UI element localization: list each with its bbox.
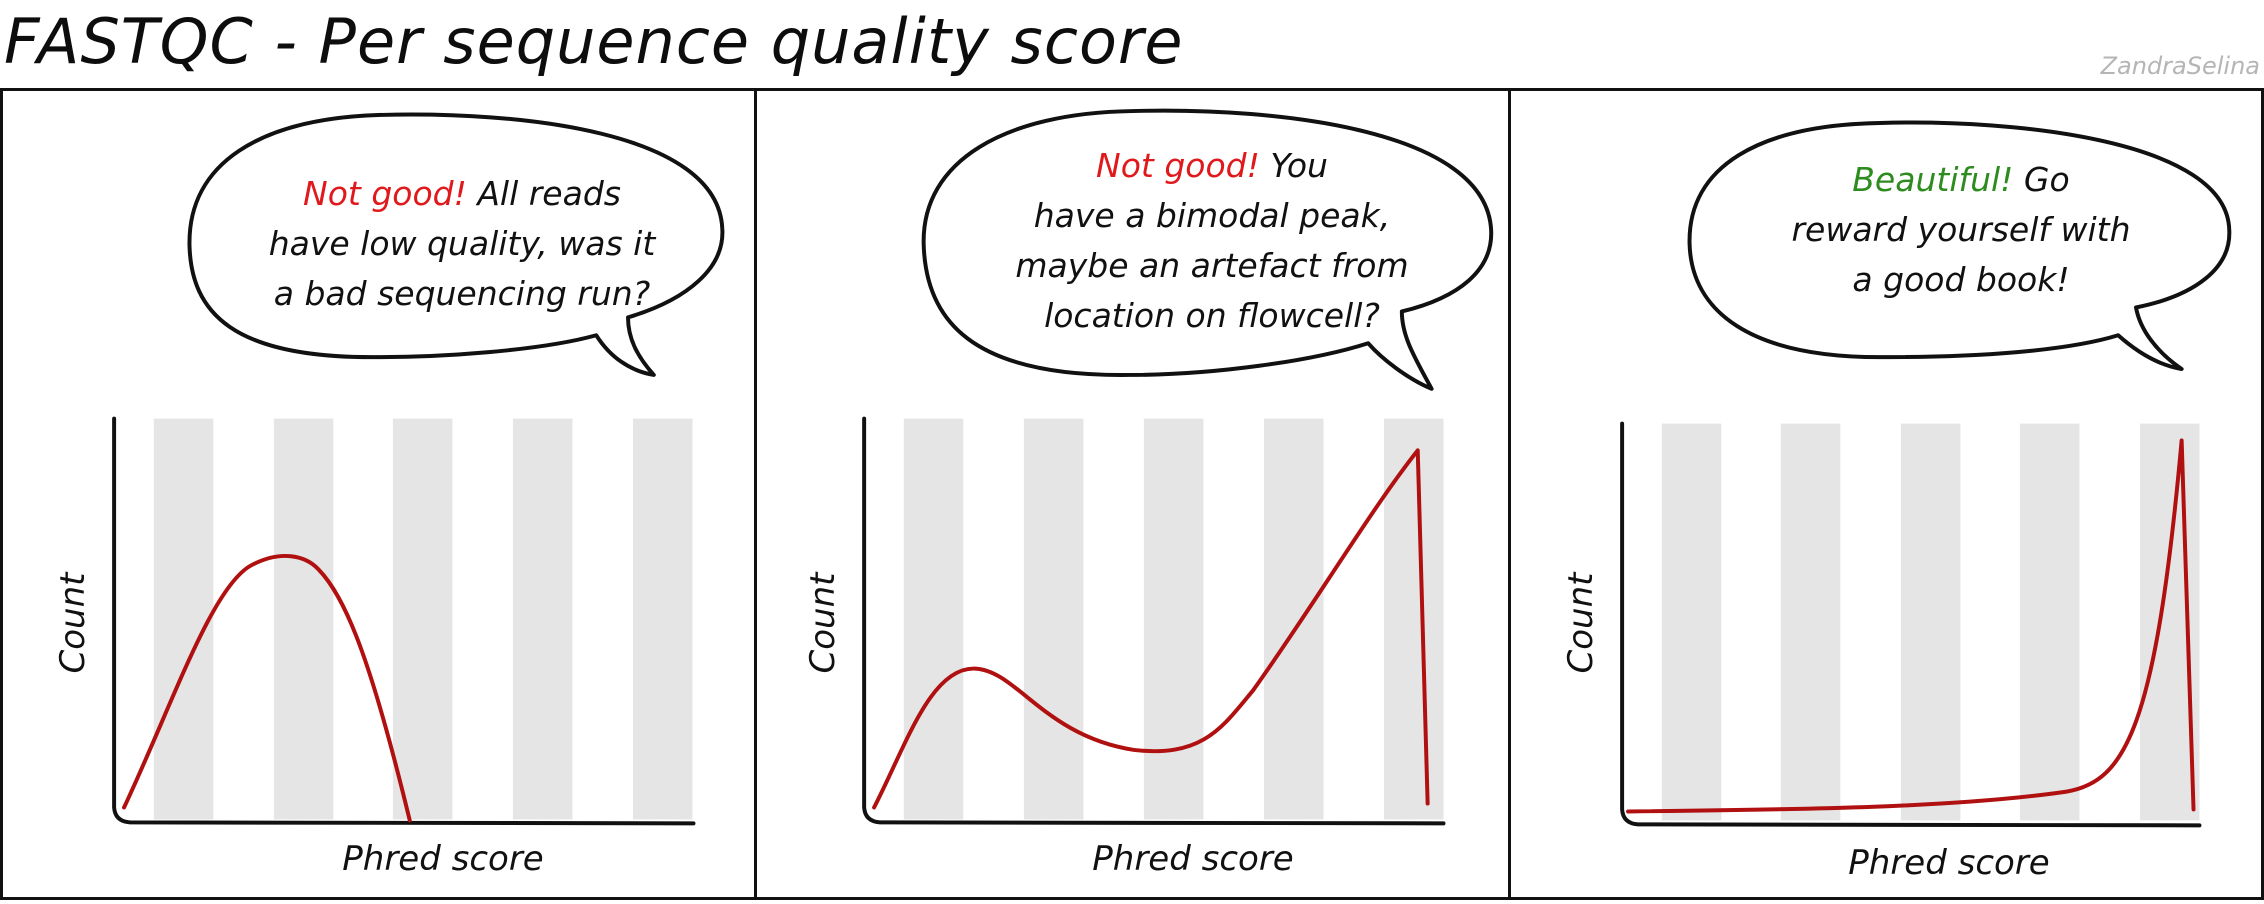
y-axis-label: Count (803, 572, 843, 674)
bubble-line: a good book! (1852, 260, 2070, 299)
bubble-line: a bad sequencing run? (273, 274, 651, 313)
quality-band (153, 418, 214, 820)
quality-bands (153, 418, 693, 820)
quality-band (512, 418, 573, 820)
speech-bubble-text: Not good! You have a bimodal peak, maybe… (947, 141, 1477, 341)
bubble-line: Go (2023, 160, 2070, 199)
speech-bubble (1687, 120, 2232, 371)
comic-panel-low-quality: Not good! All reads have low quality, wa… (0, 88, 757, 900)
bubble-line: location on flowcell? (1044, 296, 1380, 335)
y-axis-line (112, 416, 696, 826)
y-axis-line (1620, 421, 2202, 828)
quality-band (392, 418, 453, 820)
verdict-exclaim: Beautiful! (1852, 160, 2014, 199)
quality-band (1661, 423, 1722, 821)
x-axis-label: Phred score (1092, 839, 1294, 879)
bubble-line: have a bimodal peak, (1033, 196, 1391, 235)
quality-band (1383, 418, 1444, 820)
panel-1-artwork (112, 112, 725, 826)
quality-band (1263, 418, 1324, 820)
speech-bubble (921, 108, 1494, 391)
speech-bubble-text: Beautiful! Go reward yourself with a goo… (1691, 155, 2231, 305)
y-axis-label: Count (1561, 572, 1601, 674)
x-axis-label: Phred score (342, 839, 544, 879)
bubble-line: reward yourself with (1791, 210, 2131, 249)
comic-title: FASTQC - Per sequence quality score (4, 5, 1184, 78)
quality-band (2019, 423, 2080, 821)
quality-band (632, 418, 693, 820)
quality-bands (903, 418, 1444, 820)
comic-panel-good-quality: Beautiful! Go reward yourself with a goo… (1508, 88, 2264, 900)
bubble-line: You (1270, 146, 1328, 185)
bubble-line: maybe an artefact from (1015, 246, 1409, 285)
panel-2-artwork (862, 108, 1494, 826)
y-axis-label: Count (53, 572, 93, 674)
speech-bubble (187, 112, 725, 377)
quality-curve (122, 553, 412, 823)
quality-band (1780, 423, 1841, 821)
x-axis-label: Phred score (1848, 843, 2050, 883)
panel-3-artwork (1620, 120, 2232, 828)
quality-band (1023, 418, 1084, 820)
verdict-exclaim: Not good! (303, 174, 467, 213)
verdict-exclaim: Not good! (1096, 146, 1260, 185)
y-axis-line (862, 416, 1446, 826)
quality-band (2139, 423, 2200, 821)
quality-band (273, 418, 334, 820)
quality-curve (1626, 438, 2196, 814)
bubble-line: have low quality, was it (268, 224, 656, 263)
speech-bubble-text: Not good! All reads have low quality, wa… (207, 169, 717, 319)
comic-panel-bimodal: Not good! You have a bimodal peak, maybe… (754, 88, 1511, 900)
bubble-line: All reads (477, 174, 621, 213)
quality-band (1143, 418, 1204, 820)
quality-band (1900, 423, 1961, 821)
quality-band (903, 418, 964, 820)
quality-bands (1661, 423, 2200, 821)
artist-credit: ZandraSelina (2100, 52, 2260, 80)
quality-curve (872, 448, 1430, 810)
